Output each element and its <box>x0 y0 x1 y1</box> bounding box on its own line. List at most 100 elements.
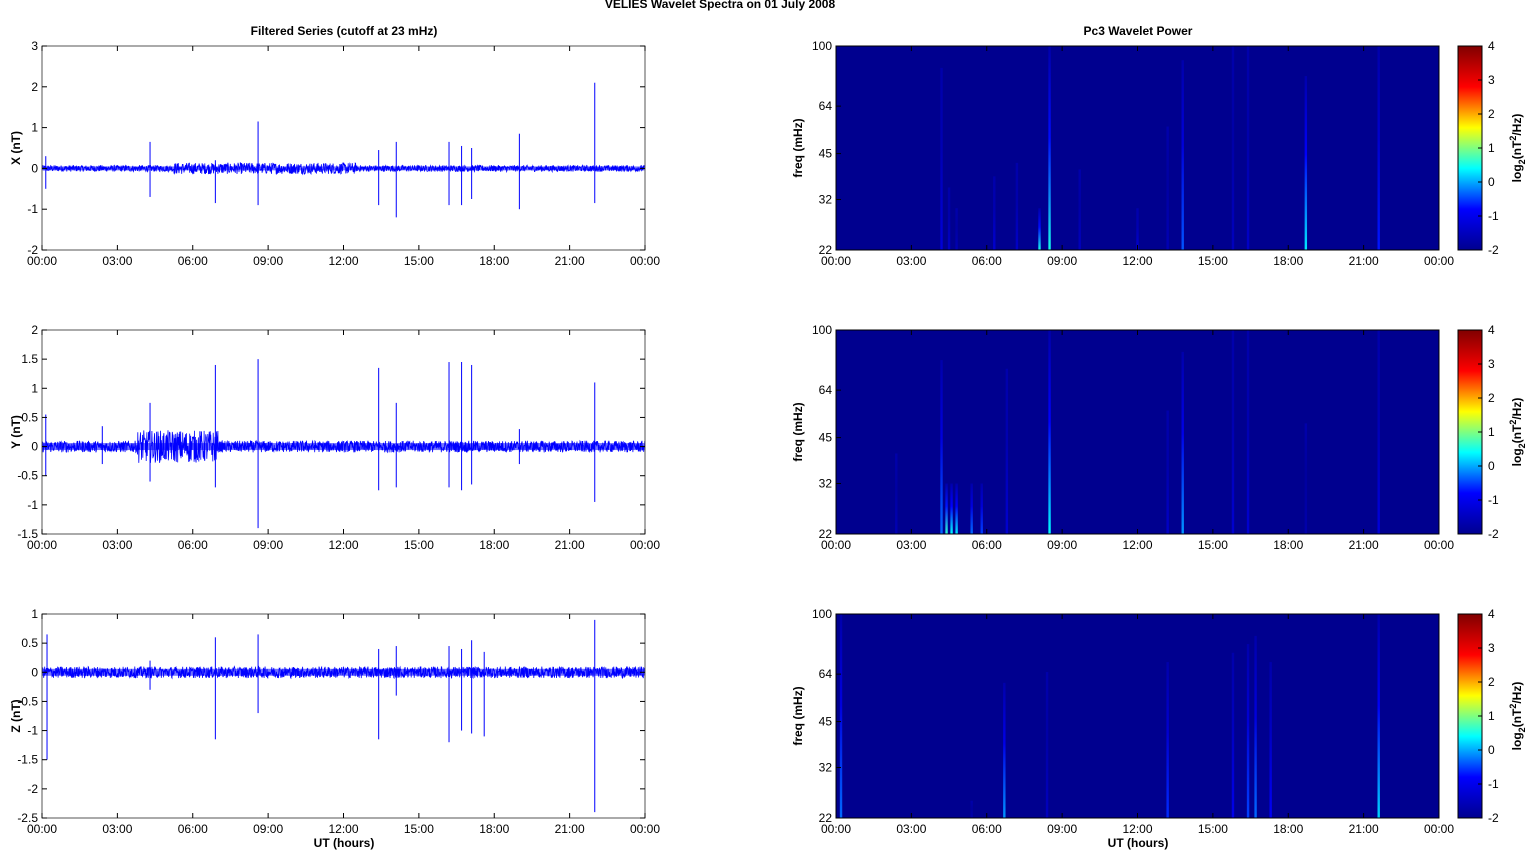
wavelet-x-xtick-label: 21:00 <box>1349 254 1379 268</box>
wavelet-z-power-streak <box>839 614 843 818</box>
wavelet-y-ylabel: freq (mHz) <box>791 402 805 461</box>
wavelet-x-xtick-label: 00:00 <box>1424 254 1454 268</box>
wavelet-y-ytick-label: 64 <box>819 383 833 397</box>
wavelet-x-power-streak <box>993 176 996 250</box>
wavelet-y-power-streak <box>970 483 973 534</box>
wavelet-z-xtick-label: 03:00 <box>896 822 926 836</box>
series-x-ytick-label: 1 <box>31 121 38 135</box>
series-y-ytick-label: 0 <box>31 440 38 454</box>
series-x-ytick-label: -1 <box>27 202 38 216</box>
wavelet-y-power-streak <box>955 483 958 534</box>
wavelet-x-power-streak <box>955 208 958 250</box>
series-y-xtick-label: 21:00 <box>555 538 585 552</box>
wavelet-y-xtick-label: 09:00 <box>1047 538 1077 552</box>
wavelet-y-background <box>836 330 1439 534</box>
wavelet-y-xtick-label: 18:00 <box>1273 538 1303 552</box>
wavelet-z-power-streak <box>1377 614 1380 818</box>
wavelet-z-xtick-label: 06:00 <box>972 822 1002 836</box>
wavelet-y-colorbar-label: 4 <box>1488 323 1495 337</box>
series-z-xtick-label: 00:00 <box>27 822 57 836</box>
wavelet-x-colorbar-label: 2 <box>1488 107 1495 121</box>
wavelet-y-ytick-label: 45 <box>819 431 833 445</box>
wavelet-y-xtick-label: 15:00 <box>1198 538 1228 552</box>
series-z-ytick-label: -1.5 <box>17 753 38 767</box>
series-z-ytick-label: -2 <box>27 782 38 796</box>
wavelet-y-xtick-label: 00:00 <box>821 538 851 552</box>
wavelet-x-xtick-label: 09:00 <box>1047 254 1077 268</box>
wavelet-x-colorbar-label: 1 <box>1488 141 1495 155</box>
wavelet-y-colorbar-label: -2 <box>1488 527 1499 541</box>
wavelet-z-xtick-label: 15:00 <box>1198 822 1228 836</box>
series-z-band <box>42 668 645 676</box>
wavelet-y-power-streak <box>1048 330 1051 534</box>
series-z-xtick-label: 06:00 <box>178 822 208 836</box>
wavelet-y-xtick-label: 00:00 <box>1424 538 1454 552</box>
wavelet-z-ytick-label: 64 <box>819 667 833 681</box>
series-x-xtick-label: 12:00 <box>328 254 358 268</box>
wavelet-z-xtick-label: 12:00 <box>1122 822 1152 836</box>
wavelet-y-colorbar-label: 0 <box>1488 459 1495 473</box>
wavelet-z-ytick-label: 22 <box>819 811 833 825</box>
series-z-xtick-label: 09:00 <box>253 822 283 836</box>
wavelet-x-colorbar-label: -2 <box>1488 243 1499 257</box>
wavelet-x-xtick-label: 12:00 <box>1122 254 1152 268</box>
series-y-ytick-label: 0.5 <box>21 410 38 424</box>
wavelet-z-power-streak <box>1003 682 1006 818</box>
wavelet-x-ytick-label: 32 <box>819 193 833 207</box>
series-x-trace <box>41 162 646 176</box>
wavelet-x-xtick-label: 00:00 <box>821 254 851 268</box>
wavelet-y-power-streak <box>1181 351 1184 534</box>
wavelet-z-colorbar-title: log2(nT2/Hz) <box>1508 682 1526 751</box>
wavelet-y-power-streak <box>980 483 983 534</box>
wavelet-x-colorbar-title: log2(nT2/Hz) <box>1508 114 1526 183</box>
series-x-xtick-label: 00:00 <box>27 254 57 268</box>
wavelet-z-ytick-label: 100 <box>812 607 832 621</box>
series-z-panel: 10.50-0.5-1-1.5-2-2.500:00 03:00 06:00 09:0… <box>9 607 660 836</box>
wavelet-y-colorbar-title: log2(nT2/Hz) <box>1508 398 1526 467</box>
series-x-band <box>42 166 645 171</box>
series-x-frame <box>41 45 646 251</box>
wavelet-z-colorbar-label: -2 <box>1488 811 1499 825</box>
wavelet-y-power-streak <box>1166 410 1169 534</box>
series-z-ytick-label: 0 <box>31 665 38 679</box>
wavelet-z-power-streak <box>1246 644 1250 818</box>
wavelet-x-power-streak <box>1048 46 1051 250</box>
wavelet-z-xtick-label: 18:00 <box>1273 822 1303 836</box>
wavelet-z-colorbar-label: 2 <box>1488 675 1495 689</box>
series-z-xtick-label: 00:00 <box>630 822 660 836</box>
wavelet-y-colorbar-label: -1 <box>1488 493 1499 507</box>
series-x-ytick-label: -2 <box>27 243 38 257</box>
wavelet-x-xtick-label: 18:00 <box>1273 254 1303 268</box>
series-z-xtick-label: 18:00 <box>479 822 509 836</box>
series-z-ytick-label: -1 <box>27 724 38 738</box>
wavelet-y-colorbar-label: 3 <box>1488 357 1495 371</box>
wavelet-y-xtick-label: 03:00 <box>896 538 926 552</box>
wavelet-x-power-streak <box>1166 126 1169 250</box>
wavelet-y-colorbar-label: 2 <box>1488 391 1495 405</box>
series-z-ytick-label: 0.5 <box>21 636 38 650</box>
series-y-xtick-label: 15:00 <box>404 538 434 552</box>
wavelet-y-power-streak <box>1304 423 1308 534</box>
series-y-ytick-label: 1.5 <box>21 352 38 366</box>
series-y-xtick-label: 12:00 <box>328 538 358 552</box>
wavelet-y-ytick-label: 22 <box>819 527 833 541</box>
wavelet-z-power-streak <box>1269 662 1272 818</box>
series-x-ylabel: X (nT) <box>9 131 23 165</box>
wavelet-x-power-streak <box>1136 208 1139 250</box>
wavelet-y-power-streak <box>1005 368 1009 534</box>
wavelet-x-power-streak <box>1231 46 1235 250</box>
series-x-ytick-label: 2 <box>31 80 38 94</box>
wavelet-z-xtick-label: 00:00 <box>821 822 851 836</box>
wavelet-y-colorbar-label: 1 <box>1488 425 1495 439</box>
wavelet-y-xtick-label: 12:00 <box>1122 538 1152 552</box>
wavelet-x-xtick-label: 06:00 <box>972 254 1002 268</box>
figure-title: VELIES Wavelet Spectra on 01 July 2008 <box>605 0 836 11</box>
wavelet-x-power-streak <box>940 67 943 250</box>
series-z-ytick-label: -2.5 <box>17 811 38 825</box>
left-column-title: Filtered Series (cutoff at 23 mHz) <box>251 24 438 38</box>
wavelet-x-power-streak <box>1015 162 1019 250</box>
